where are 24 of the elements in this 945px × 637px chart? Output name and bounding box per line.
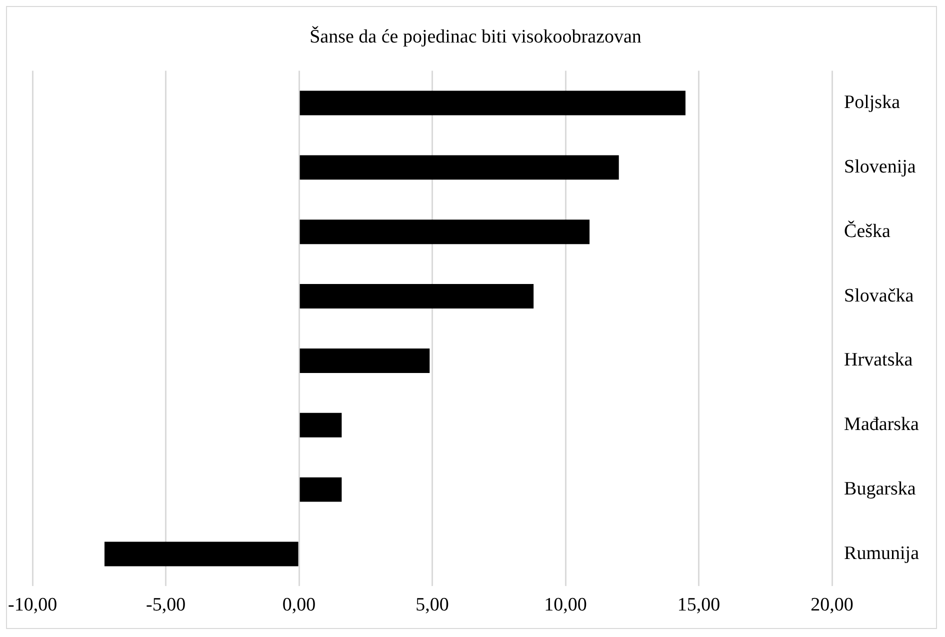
y-tick-label: Slovenija [844, 156, 916, 178]
y-tick-label: Hrvatska [844, 350, 914, 371]
bar [300, 477, 342, 502]
x-tick-label: 5,00 [416, 594, 449, 616]
bar [300, 348, 430, 373]
y-tick-label: Poljska [844, 92, 901, 113]
x-tick-label: -5,00 [146, 594, 186, 616]
x-tick-label: -10,00 [8, 594, 58, 616]
bar [300, 155, 619, 180]
y-tick-label: Rumunija [844, 542, 920, 564]
bar [300, 220, 590, 244]
bar [300, 90, 686, 116]
y-tick-label: Češka [844, 220, 892, 242]
y-tick-label: Mađarska [844, 414, 920, 436]
y-tick-label: Slovačka [844, 285, 914, 306]
chart-title: Šanse da će pojedinac biti visokoobrazovan [310, 25, 642, 48]
x-tick-label: 0,00 [282, 594, 316, 616]
bar [104, 542, 298, 566]
y-tick-label: Bugarska [844, 478, 916, 500]
x-tick-label: 15,00 [677, 594, 720, 616]
x-tick-label: 10,00 [544, 594, 587, 616]
x-tick-label: 20,00 [810, 594, 854, 616]
bar [300, 284, 534, 309]
bar [300, 412, 342, 438]
